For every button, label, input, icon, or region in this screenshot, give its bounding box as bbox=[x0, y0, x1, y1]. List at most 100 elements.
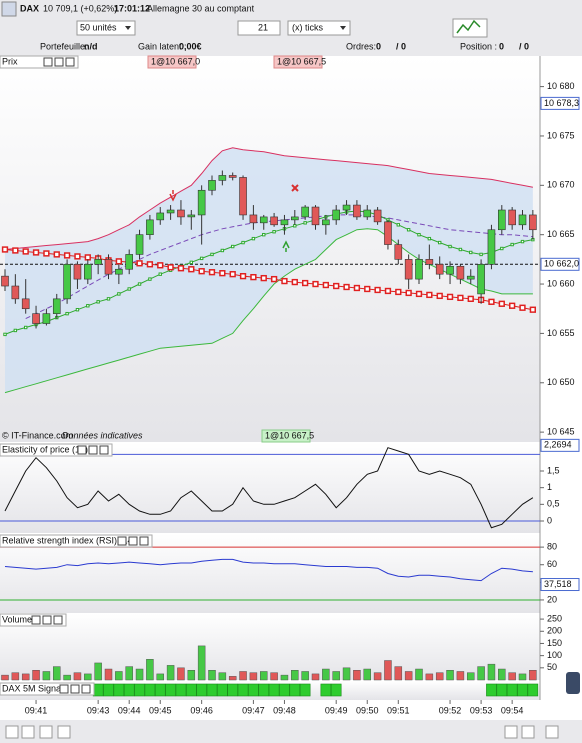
overlay-point bbox=[137, 282, 142, 286]
overlay-point bbox=[74, 253, 81, 260]
x-tick-label: 09:51 bbox=[387, 705, 410, 715]
candle-body bbox=[94, 259, 102, 265]
overlay-point bbox=[417, 232, 421, 237]
panel-title: Volume bbox=[2, 614, 32, 624]
overlay-line bbox=[4, 147, 533, 250]
indicator-line bbox=[4, 447, 534, 529]
overlay-point bbox=[353, 284, 361, 292]
portfolio-label: Portefeuille: bbox=[40, 41, 88, 51]
panel-icon bbox=[59, 684, 69, 694]
overlay-point bbox=[520, 239, 525, 244]
candle-body bbox=[11, 285, 20, 300]
candle-body bbox=[156, 212, 165, 221]
overlay-point bbox=[117, 292, 121, 296]
icon[interactable] bbox=[57, 725, 71, 739]
panel-icon bbox=[31, 615, 41, 625]
x-tick-label: 09:53 bbox=[470, 705, 493, 715]
signal bbox=[496, 683, 508, 697]
value-box bbox=[540, 438, 580, 452]
value-box bbox=[540, 578, 580, 592]
y-tick-label: 10 655 bbox=[547, 328, 575, 338]
order-tag-label: 1@10 667,0 bbox=[151, 56, 200, 66]
signal bbox=[123, 683, 135, 697]
volume-bar bbox=[73, 672, 82, 681]
y-tick-label: 10 645 bbox=[547, 427, 575, 437]
signal bbox=[92, 683, 104, 697]
volume-bar bbox=[446, 670, 454, 681]
panel-icon bbox=[70, 684, 80, 694]
overlay-point bbox=[250, 273, 257, 281]
candle-body bbox=[456, 265, 465, 280]
panel-icon bbox=[117, 536, 127, 546]
ticks-select[interactable] bbox=[287, 20, 351, 36]
candle-body bbox=[187, 214, 196, 218]
candle-body bbox=[135, 234, 144, 255]
overlay-point bbox=[24, 325, 28, 330]
y-tick-label: 0,5 bbox=[547, 499, 560, 509]
candle-body bbox=[435, 264, 444, 275]
volume-bar bbox=[218, 672, 227, 681]
icon[interactable] bbox=[21, 725, 35, 739]
volume-bar bbox=[135, 668, 144, 681]
icon[interactable] bbox=[504, 725, 518, 739]
candle-body bbox=[332, 209, 341, 221]
panel-icon bbox=[139, 536, 149, 546]
overlay-point bbox=[12, 247, 19, 254]
y-tick-label: 10 680 bbox=[547, 81, 575, 91]
candle-body bbox=[322, 219, 330, 226]
panel-title: DAX 5M Signals bbox=[2, 683, 68, 693]
candle-body bbox=[63, 264, 71, 300]
overlay-point bbox=[167, 264, 174, 271]
x-tick-label: 09:52 bbox=[439, 705, 462, 715]
signal bbox=[206, 683, 218, 697]
overlay-point bbox=[384, 287, 392, 295]
volume-bar bbox=[477, 666, 485, 681]
overlay-line bbox=[4, 249, 533, 311]
icon[interactable] bbox=[5, 725, 19, 739]
side-button[interactable] bbox=[566, 672, 580, 694]
overlay-point bbox=[426, 291, 433, 299]
overlay-point bbox=[374, 286, 381, 294]
overlay-point bbox=[241, 240, 245, 245]
value-box-label: 37,518 bbox=[544, 579, 572, 589]
overlay-line bbox=[25, 214, 533, 320]
signal bbox=[299, 683, 311, 697]
signal bbox=[237, 683, 249, 697]
overlay-line bbox=[4, 210, 533, 335]
volume-bar bbox=[342, 667, 351, 681]
y-tick-label: 0 bbox=[547, 515, 552, 525]
overlay-point bbox=[406, 228, 411, 232]
overlay-point bbox=[63, 252, 71, 259]
menu-icon[interactable] bbox=[1, 1, 17, 17]
overlay-point bbox=[479, 252, 483, 257]
panel-icon bbox=[88, 445, 98, 455]
overlay-point bbox=[260, 274, 267, 282]
candle-body bbox=[466, 275, 475, 280]
candle-body bbox=[270, 216, 278, 226]
volume-bar bbox=[21, 673, 30, 681]
y-tick-label: 80 bbox=[547, 541, 557, 551]
ticks-input[interactable] bbox=[237, 20, 281, 36]
icon[interactable] bbox=[39, 725, 53, 739]
overlay-point bbox=[448, 244, 452, 249]
candle-body bbox=[208, 180, 216, 191]
signal bbox=[134, 683, 145, 697]
y-tick-label: 10 675 bbox=[547, 130, 575, 140]
panel-title: Elasticity of price (10) bbox=[2, 444, 88, 454]
candle-body bbox=[1, 275, 9, 287]
icon[interactable] bbox=[521, 725, 535, 739]
candle-body bbox=[42, 313, 51, 324]
icon[interactable] bbox=[545, 725, 559, 739]
candle-body bbox=[218, 175, 227, 181]
quantity-select[interactable] bbox=[76, 20, 136, 36]
panel-icon bbox=[43, 57, 53, 67]
overlay-point bbox=[303, 221, 307, 225]
position-total: / 0 bbox=[519, 41, 529, 51]
overlay-point bbox=[302, 279, 309, 287]
dropdown-arrow bbox=[125, 26, 131, 30]
volume-bar bbox=[498, 668, 506, 681]
y-tick-label: 50 bbox=[547, 662, 557, 672]
overlay-point bbox=[488, 298, 495, 305]
orders: 0 bbox=[376, 41, 381, 51]
candle-body bbox=[166, 209, 175, 214]
